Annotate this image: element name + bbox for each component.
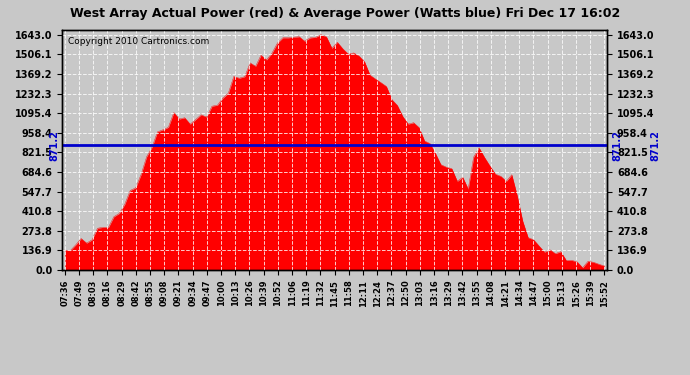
Text: Copyright 2010 Cartronics.com: Copyright 2010 Cartronics.com xyxy=(68,37,209,46)
Text: 871.2: 871.2 xyxy=(50,130,59,160)
Text: West Array Actual Power (red) & Average Power (Watts blue) Fri Dec 17 16:02: West Array Actual Power (red) & Average … xyxy=(70,8,620,21)
Text: 871.2: 871.2 xyxy=(651,130,661,160)
Text: 871.2: 871.2 xyxy=(613,130,622,160)
